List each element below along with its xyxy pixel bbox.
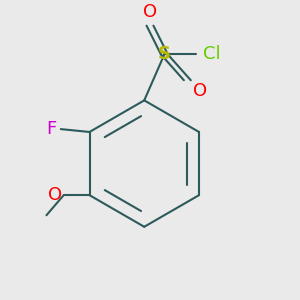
Text: O: O — [48, 186, 62, 204]
Text: F: F — [46, 120, 56, 138]
Text: O: O — [143, 3, 157, 21]
Text: S: S — [158, 45, 171, 63]
Text: Cl: Cl — [203, 45, 221, 63]
Text: O: O — [193, 82, 207, 100]
